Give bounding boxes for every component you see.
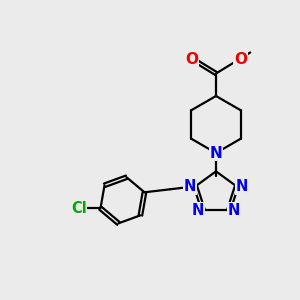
Text: N: N: [228, 203, 240, 218]
Text: N: N: [192, 203, 204, 218]
Text: O: O: [234, 52, 247, 67]
Text: N: N: [236, 179, 248, 194]
Text: N: N: [210, 146, 222, 160]
Text: O: O: [185, 52, 198, 67]
Text: N: N: [184, 179, 196, 194]
Text: Cl: Cl: [71, 201, 87, 216]
